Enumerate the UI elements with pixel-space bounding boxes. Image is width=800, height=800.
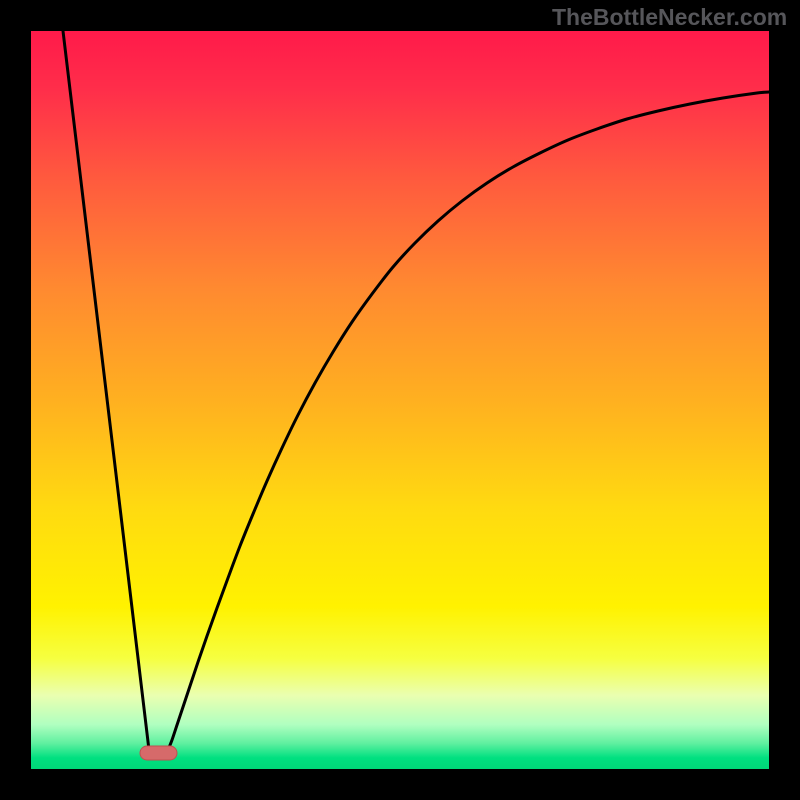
right-curve: [168, 92, 769, 750]
bottleneck-marker: [139, 745, 178, 761]
watermark-text: TheBottleNecker.com: [552, 4, 787, 31]
curves-layer: [0, 0, 800, 800]
left-v-line: [63, 31, 149, 750]
chart-container: TheBottleNecker.com: [0, 0, 800, 800]
